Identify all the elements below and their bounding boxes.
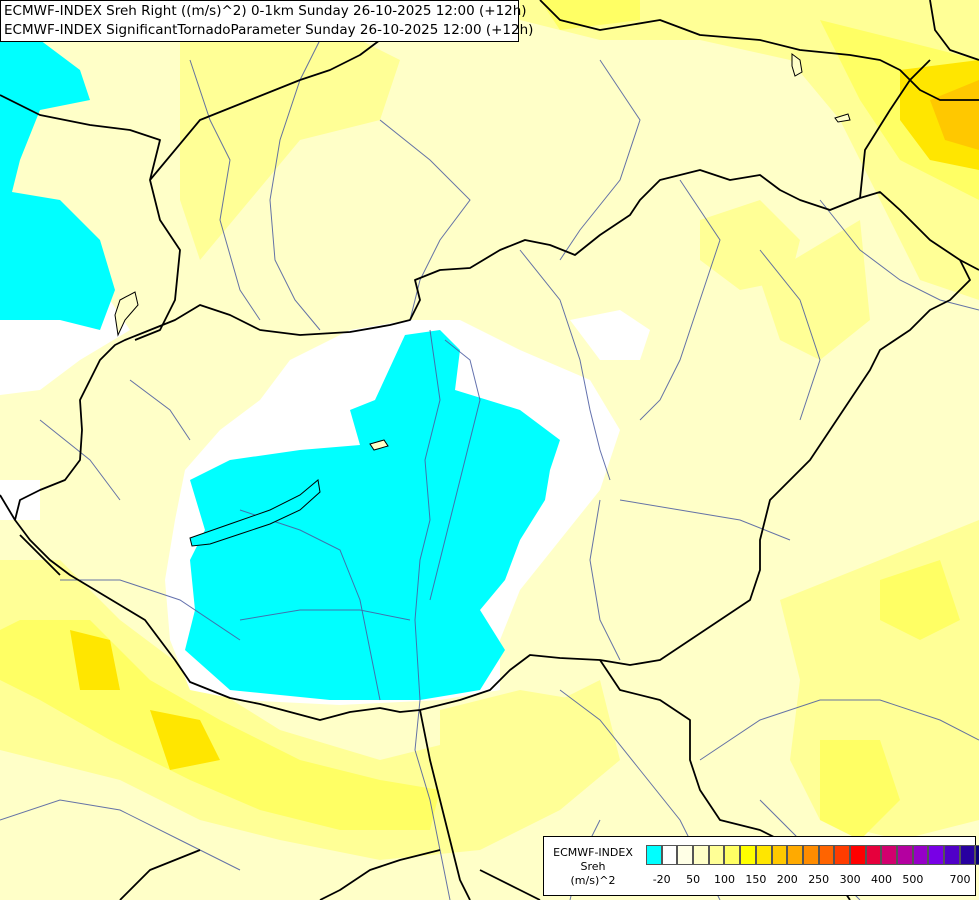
legend-label-variable: Sreh: [580, 860, 606, 873]
legend-tick-label: -20: [652, 873, 671, 886]
legend-swatch: [959, 845, 976, 865]
legend-tick-label: 100: [714, 873, 735, 886]
legend-swatch: [849, 845, 866, 865]
legend-swatch: [802, 845, 819, 865]
legend-tick-label: 300: [839, 873, 861, 886]
legend-tick-label: 200: [776, 873, 798, 886]
title-line-stp: ECMWF-INDEX SignificantTornadoParameter …: [4, 22, 534, 38]
map-title-box: ECMWF-INDEX Sreh Right ((m/s)^2) 0-1km S…: [0, 0, 534, 42]
legend-swatch: [865, 845, 882, 865]
rivers: [0, 19, 979, 900]
legend-label-unit: (m/s)^2: [570, 874, 616, 887]
lakes: [114, 53, 851, 547]
legend-label: ECMWF-INDEX Sreh (m/s)^2: [548, 846, 638, 888]
legend-swatch: [975, 845, 979, 865]
legend-tick-label: 700: [949, 873, 971, 886]
legend-ticks: -20 50 100 150 200 250 300 400 500 700: [646, 873, 971, 889]
legend-swatch: [944, 845, 960, 865]
legend-swatch: [771, 845, 788, 865]
legend-tick-label: 150: [745, 873, 767, 886]
legend-swatch: [787, 845, 803, 865]
legend-swatch: [834, 845, 850, 865]
legend-swatch: [818, 845, 835, 865]
legend-swatch: [740, 845, 756, 865]
legend-tick-label: 50: [686, 873, 701, 886]
legend-swatch: [881, 845, 897, 865]
title-line-sreh: ECMWF-INDEX Sreh Right ((m/s)^2) 0-1km S…: [4, 3, 527, 19]
legend-swatch: [693, 845, 709, 865]
sreh-field-max: [930, 80, 979, 150]
legend-swatches: [646, 845, 979, 865]
legend-swatch: [912, 845, 929, 865]
legend-swatch: [661, 845, 678, 865]
legend-tick-label: 250: [808, 873, 830, 886]
legend-swatch: [724, 845, 741, 865]
sreh-field-low: [0, 0, 560, 700]
legend-tick-label: 500: [902, 873, 924, 886]
legend-swatch: [928, 845, 945, 865]
legend-tick-label: 400: [871, 873, 892, 886]
legend-label-source: ECMWF-INDEX: [553, 846, 633, 859]
legend-swatch: [677, 845, 694, 865]
legend-swatch: [708, 845, 725, 865]
legend-swatch: [755, 845, 772, 865]
color-legend: ECMWF-INDEX Sreh (m/s)^2 -20 50 100 150 200 2…: [543, 836, 979, 896]
legend-swatch: [646, 845, 662, 865]
legend-swatch: [897, 845, 913, 865]
